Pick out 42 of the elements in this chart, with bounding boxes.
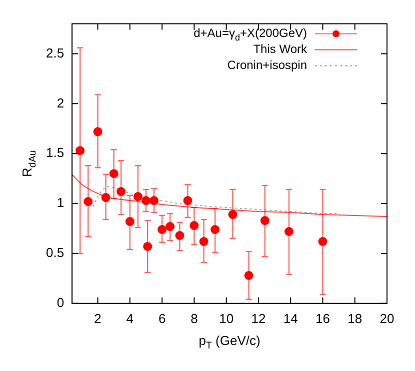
y-tick-label: 0: [56, 294, 64, 310]
y-tick-label: 2: [56, 95, 64, 110]
point: [244, 270, 254, 280]
point: [284, 227, 294, 236]
point: [116, 187, 126, 196]
y-tick-label: 1.5: [46, 145, 64, 160]
x-tick-label: 20: [380, 310, 394, 326]
y-tick-label: 2.5: [46, 45, 64, 60]
legend-label: This Work: [253, 42, 308, 56]
point: [190, 221, 199, 230]
point: [76, 146, 85, 156]
y-tick-label: 1: [56, 195, 64, 210]
point: [158, 225, 167, 234]
x-tick-label: 2: [94, 310, 102, 326]
x-tick-label: 14: [283, 310, 298, 326]
y-tick-label: 0.5: [46, 245, 64, 260]
x-tick-label: 12: [251, 310, 266, 326]
point: [166, 222, 175, 232]
point: [84, 197, 93, 206]
x-tick-label: 8: [190, 310, 198, 326]
point: [260, 216, 270, 226]
x-tick-label: 10: [219, 310, 234, 326]
legend-label: Cronin+isospin: [227, 58, 308, 72]
point: [141, 196, 150, 206]
point: [93, 127, 102, 136]
point: [150, 196, 159, 206]
x-tick-label: 6: [158, 310, 166, 326]
point: [175, 230, 184, 240]
x-tick-label: 16: [315, 310, 330, 326]
point: [143, 242, 152, 251]
point: [133, 192, 142, 202]
point: [183, 196, 192, 206]
point: [228, 210, 238, 220]
point: [210, 225, 220, 234]
point: [199, 236, 208, 246]
y-axis-title: RdAu: [20, 150, 38, 177]
point: [101, 193, 110, 202]
point: [109, 169, 118, 178]
x-tick-label: 18: [348, 310, 362, 326]
point: [318, 236, 328, 246]
x-tick-label: 4: [126, 310, 134, 326]
point: [125, 217, 134, 226]
